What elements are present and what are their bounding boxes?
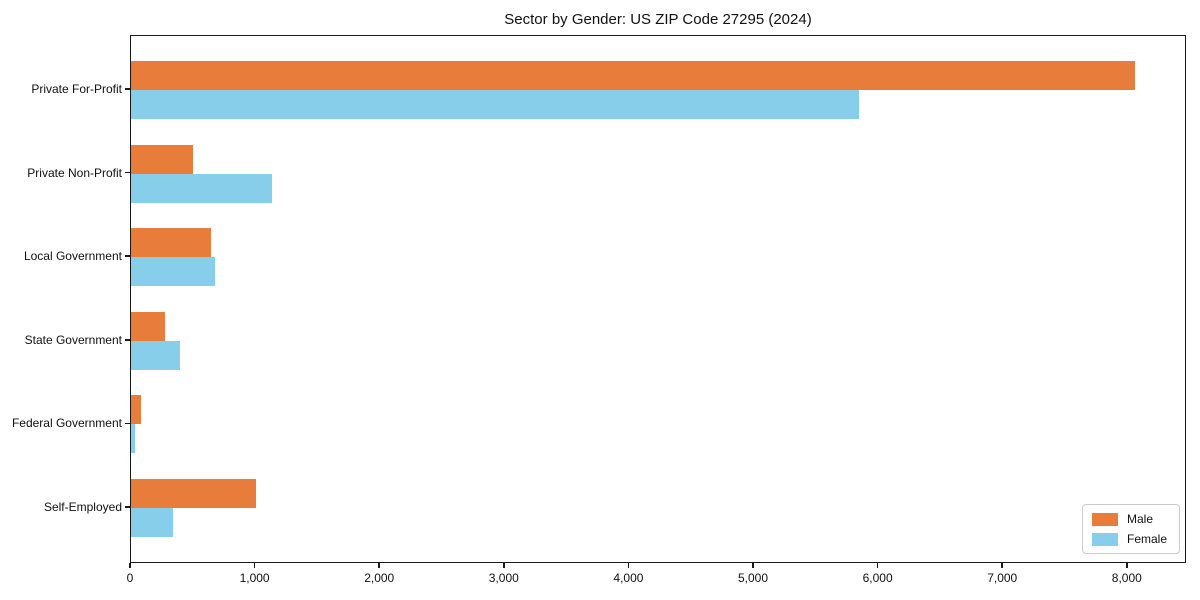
- y-tick-mark-0: [125, 88, 130, 90]
- x-tick-label-2: 2,000: [364, 571, 395, 585]
- x-tick-mark-6: [876, 563, 879, 568]
- x-tick-label-7: 7,000: [987, 571, 1018, 585]
- x-tick-mark-7: [1001, 563, 1003, 568]
- y-tick-label-5: Self-Employed: [43, 500, 122, 514]
- legend-label-male: Male: [1126, 512, 1153, 526]
- x-tick-mark-4: [627, 563, 630, 568]
- legend-entry-male: Male: [1091, 512, 1167, 526]
- y-tick-mark-2: [125, 255, 130, 257]
- x-tick-label-8: 8,000: [1111, 571, 1142, 585]
- chart-title: Sector by Gender: US ZIP Code 27295 (202…: [504, 11, 812, 28]
- y-tick-label-3: State Government: [24, 332, 122, 347]
- legend: Male Female: [1081, 504, 1180, 554]
- y-tick-mark-3: [125, 339, 130, 341]
- x-tick-label-4: 4,000: [613, 571, 644, 585]
- y-tick-mark-1: [125, 171, 130, 174]
- y-tick-label-0: Private For-Profit: [31, 82, 122, 96]
- bar-female-2: [131, 257, 215, 287]
- x-tick-label-0: 0: [126, 571, 134, 585]
- x-tick-mark-2: [378, 563, 380, 568]
- bar-male-0: [131, 61, 1136, 90]
- legend-entry-female: Female: [1091, 532, 1167, 546]
- x-tick-mark-5: [752, 563, 754, 568]
- x-tick-label-3: 3,000: [488, 571, 519, 585]
- x-tick-label-1: 1,000: [239, 571, 270, 585]
- y-tick-mark-5: [125, 506, 130, 508]
- bar-female-5: [131, 508, 174, 537]
- plot-area: Male Female: [130, 35, 1186, 563]
- x-tick-mark-3: [503, 563, 505, 568]
- bar-male-5: [131, 479, 256, 508]
- x-tick-mark-0: [129, 563, 131, 568]
- bar-male-4: [131, 395, 141, 425]
- y-tick-mark-4: [125, 422, 130, 425]
- bar-male-2: [131, 228, 211, 258]
- bar-female-0: [131, 90, 859, 119]
- x-tick-label-5: 5,000: [737, 571, 769, 585]
- y-tick-label-2: Local Government: [23, 249, 122, 264]
- bar-female-3: [131, 340, 180, 370]
- x-tick-mark-8: [1126, 563, 1128, 568]
- legend-swatch-male: [1091, 512, 1118, 526]
- x-tick-label-6: 6,000: [862, 571, 893, 585]
- bar-female-1: [131, 173, 272, 203]
- y-tick-label-1: Private Non-Profit: [27, 165, 122, 180]
- x-tick-mark-1: [253, 563, 256, 568]
- bar-female-4: [131, 424, 135, 454]
- legend-label-female: Female: [1126, 532, 1167, 546]
- legend-swatch-female: [1091, 532, 1118, 546]
- bar-male-3: [131, 311, 165, 341]
- y-tick-label-4: Federal Government: [11, 416, 122, 431]
- bar-male-1: [131, 144, 194, 174]
